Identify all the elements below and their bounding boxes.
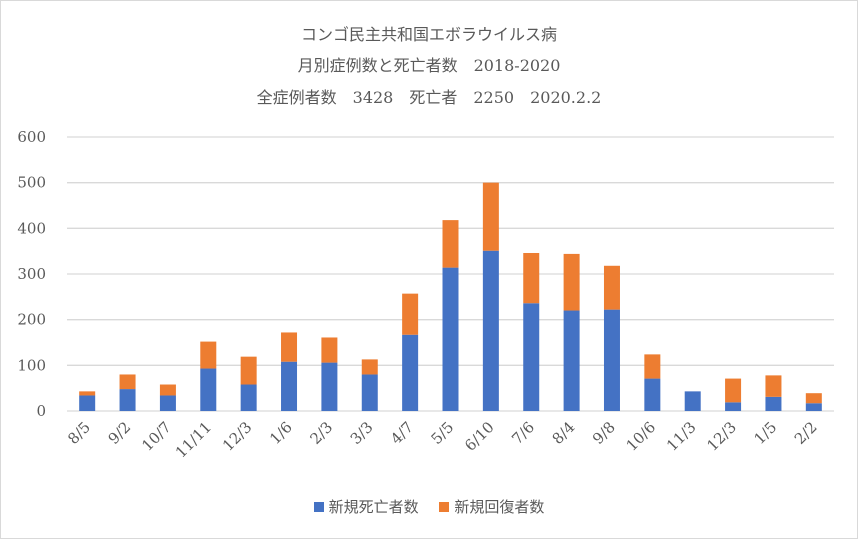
x-tick-label: 9/8 [589, 418, 619, 448]
x-tick-label: 2/3 [306, 418, 336, 448]
x-tick-label: 12/3 [703, 418, 740, 455]
x-tick-label: 2/2 [791, 418, 821, 448]
legend-swatch [313, 501, 324, 512]
x-tick-label: 7/6 [508, 418, 538, 448]
legend-label: 新規回復者数 [454, 498, 545, 516]
y-tick-label: 300 [17, 265, 46, 283]
bar-recovered [725, 378, 742, 403]
bar-deaths [644, 378, 661, 411]
bar-deaths [482, 250, 499, 411]
x-tick-label: 5/5 [428, 418, 458, 448]
chart-title-line-1: コンゴ民主共和国エボラウイルス病 [300, 25, 557, 44]
x-tick-label: 9/2 [105, 418, 135, 448]
bar-deaths [361, 374, 378, 411]
legend-item-deaths: 新規死亡者数 [313, 496, 419, 517]
bar-recovered [240, 356, 257, 385]
bar-recovered [523, 252, 540, 304]
x-tick-label: 12/3 [219, 418, 256, 455]
bar-recovered [603, 265, 620, 310]
bar-deaths [805, 403, 822, 411]
bar-deaths [523, 303, 540, 411]
y-tick-label: 100 [17, 356, 46, 374]
bar-deaths [765, 396, 782, 411]
legend-item-recovered: 新規回復者数 [439, 496, 544, 517]
chart-title-line-3: 全症例者数 3428 死亡者 2250 2020.2.2 [256, 88, 602, 107]
bar-deaths [321, 362, 338, 411]
bar-recovered [79, 391, 96, 396]
x-tick-label: 6/10 [461, 418, 498, 455]
y-tick-label: 200 [17, 311, 46, 329]
bar-recovered [321, 337, 338, 363]
x-tick-label: 1/5 [750, 418, 780, 448]
bar-deaths [79, 395, 96, 411]
bar-recovered [200, 341, 217, 369]
bar-deaths [725, 402, 742, 411]
bar-recovered [765, 375, 782, 397]
bar-deaths [159, 395, 176, 411]
x-tick-label: 11/11 [172, 418, 215, 461]
bar-deaths [563, 310, 580, 411]
x-tick-label: 8/5 [64, 418, 94, 448]
bar-recovered [644, 354, 661, 379]
bar-deaths [240, 384, 257, 411]
bar-deaths [402, 334, 419, 411]
x-tick-label: 1/6 [266, 418, 296, 448]
bar-recovered [119, 374, 136, 390]
bar-deaths [281, 361, 298, 411]
y-tick-label: 500 [17, 174, 46, 192]
x-tick-label: 10/6 [623, 418, 660, 455]
bar-recovered [482, 182, 499, 251]
x-tick-label: 11/3 [663, 418, 700, 455]
x-tick-label: 10/7 [138, 418, 175, 455]
y-tick-label: 400 [17, 219, 46, 237]
legend-label: 新規死亡者数 [328, 498, 419, 516]
bar-recovered [281, 332, 298, 362]
bar-deaths [603, 309, 620, 411]
bar-recovered [159, 384, 176, 396]
bar-recovered [402, 293, 419, 335]
bar-recovered [361, 359, 378, 375]
bar-recovered [442, 220, 459, 268]
bar-recovered [563, 253, 580, 311]
bar-recovered [805, 393, 822, 404]
bar-deaths [684, 391, 701, 411]
x-tick-label: 4/7 [387, 418, 417, 448]
x-tick-label: 8/4 [549, 418, 579, 448]
legend: 新規死亡者数 新規回復者数 [0, 496, 858, 517]
y-tick-label: 600 [17, 128, 46, 146]
bar-deaths [200, 368, 217, 411]
chart-title-line-2: 月別症例数と死亡者数 2018-2020 [297, 56, 561, 75]
y-tick-label: 0 [36, 402, 46, 420]
legend-swatch [439, 501, 450, 512]
bar-deaths [442, 267, 459, 411]
bar-deaths [119, 389, 136, 411]
x-tick-label: 3/3 [347, 418, 377, 448]
